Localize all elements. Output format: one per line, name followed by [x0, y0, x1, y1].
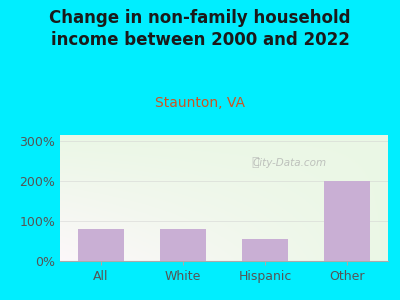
- Text: ⓘ: ⓘ: [252, 156, 259, 169]
- Bar: [324, 181, 370, 261]
- Bar: [242, 239, 288, 261]
- Text: Staunton, VA: Staunton, VA: [155, 96, 245, 110]
- Text: Change in non-family household
income between 2000 and 2022: Change in non-family household income be…: [49, 9, 351, 49]
- Bar: [160, 229, 206, 261]
- Text: City-Data.com: City-Data.com: [252, 158, 327, 168]
- Bar: [78, 229, 124, 261]
